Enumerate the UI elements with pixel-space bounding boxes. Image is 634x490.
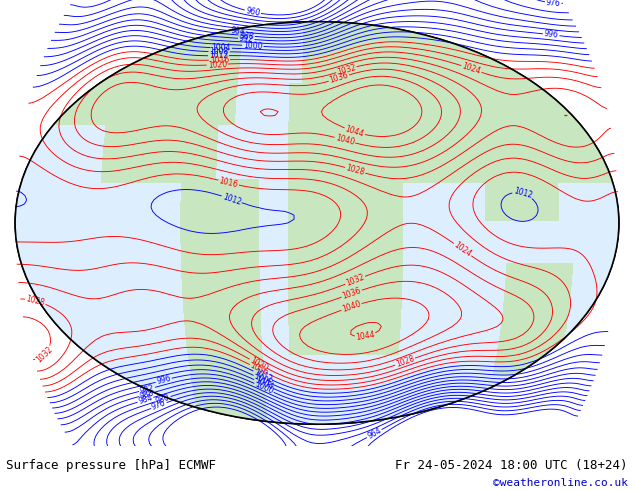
Text: ©weatheronline.co.uk: ©weatheronline.co.uk xyxy=(493,478,628,488)
Text: 1000: 1000 xyxy=(254,380,275,396)
Text: Fr 24-05-2024 18:00 UTC (18+24): Fr 24-05-2024 18:00 UTC (18+24) xyxy=(395,459,628,472)
Text: 1028: 1028 xyxy=(345,163,366,177)
Text: 988: 988 xyxy=(239,30,254,41)
Text: 968: 968 xyxy=(195,470,212,485)
Ellipse shape xyxy=(15,22,619,424)
Text: 960: 960 xyxy=(443,474,460,487)
Text: 976: 976 xyxy=(545,0,561,8)
Text: 1044: 1044 xyxy=(344,124,365,139)
Text: 1000: 1000 xyxy=(243,41,263,51)
Text: 1012: 1012 xyxy=(209,51,228,60)
Text: 988: 988 xyxy=(139,388,155,401)
Text: 1004: 1004 xyxy=(253,376,275,392)
Text: 1008: 1008 xyxy=(209,47,229,56)
Text: 976: 976 xyxy=(150,399,167,412)
Text: 996: 996 xyxy=(543,29,559,40)
Text: 1036: 1036 xyxy=(341,286,362,301)
Text: 1032: 1032 xyxy=(336,63,357,76)
Text: 1016: 1016 xyxy=(210,55,229,65)
Text: 1040: 1040 xyxy=(334,133,356,147)
Text: 964: 964 xyxy=(197,467,214,481)
Text: 1032: 1032 xyxy=(34,344,55,365)
Text: 1008: 1008 xyxy=(252,372,274,388)
Text: 1012: 1012 xyxy=(252,368,273,384)
Text: 964: 964 xyxy=(366,426,383,441)
Text: 1020: 1020 xyxy=(249,356,269,373)
Text: 1016: 1016 xyxy=(218,176,239,189)
Text: 1044: 1044 xyxy=(355,330,375,342)
Text: 1016: 1016 xyxy=(249,361,270,378)
Text: 960: 960 xyxy=(199,465,216,479)
Text: 992: 992 xyxy=(238,34,254,44)
Text: 1024: 1024 xyxy=(461,62,482,76)
Text: 1004: 1004 xyxy=(211,43,231,53)
Text: 1012: 1012 xyxy=(221,192,242,207)
Text: 1024: 1024 xyxy=(452,241,473,259)
Text: 1032: 1032 xyxy=(345,272,366,288)
Text: 984: 984 xyxy=(137,393,153,406)
Text: 980: 980 xyxy=(155,392,171,406)
Text: 996: 996 xyxy=(155,374,172,387)
Text: 1012: 1012 xyxy=(512,187,533,200)
Text: 1040: 1040 xyxy=(341,299,362,314)
Text: Surface pressure [hPa] ECMWF: Surface pressure [hPa] ECMWF xyxy=(6,459,216,472)
Text: 984: 984 xyxy=(231,26,246,37)
Text: 972: 972 xyxy=(433,487,450,490)
Text: 960: 960 xyxy=(245,6,261,18)
Text: 1020: 1020 xyxy=(207,60,227,70)
Text: 1028: 1028 xyxy=(25,294,46,308)
Text: 1036: 1036 xyxy=(328,71,349,85)
Text: 992: 992 xyxy=(139,383,155,395)
Text: 992: 992 xyxy=(150,485,165,490)
Text: 1028: 1028 xyxy=(394,354,416,369)
